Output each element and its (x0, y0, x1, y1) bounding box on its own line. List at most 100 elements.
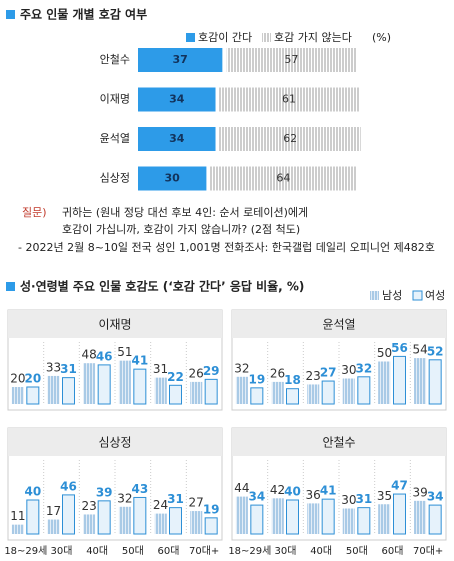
question-label: 질문) (22, 206, 47, 219)
bar (133, 496, 147, 535)
value-label: 29 (203, 364, 220, 378)
value-label: 27 (189, 496, 204, 510)
panel-header (232, 310, 446, 338)
bar (342, 378, 355, 404)
value-label: 22 (167, 370, 184, 384)
panel-title: 윤석열 (322, 318, 355, 332)
value-label: 23 (82, 499, 97, 513)
bar (154, 377, 167, 404)
bar (393, 493, 406, 535)
bar (307, 503, 320, 534)
value-label: 30 (341, 363, 356, 377)
value-label: 26 (189, 366, 204, 380)
bar (357, 507, 371, 535)
legend-label: 여성 (425, 289, 445, 302)
bar (83, 514, 96, 534)
bar (428, 359, 442, 405)
value-label: 34 (169, 93, 185, 106)
legend-label: 호감 가지 않는다 (274, 31, 352, 44)
bar (378, 361, 391, 404)
x-tick-label: 40대 (310, 545, 332, 557)
unit-label: (%) (372, 31, 391, 44)
value-label: 54 (413, 343, 428, 357)
bar (235, 376, 248, 404)
value-label: 31 (167, 492, 184, 506)
bar (138, 48, 223, 72)
value-label: 46 (60, 479, 77, 493)
x-tick-label: 70대+ (189, 545, 219, 557)
bar (133, 368, 147, 405)
legend-swatch (262, 33, 271, 42)
bar (11, 524, 24, 534)
value-label: 41 (320, 484, 337, 498)
title-icon (6, 10, 15, 19)
bar (342, 508, 355, 534)
bar (118, 506, 131, 534)
legend-label: 호감이 간다 (198, 31, 252, 44)
bar (26, 386, 40, 405)
bar (357, 376, 371, 405)
bar (138, 127, 216, 151)
x-tick-label: 70대+ (413, 545, 443, 557)
bar (47, 375, 60, 404)
value-label: 32 (117, 491, 132, 505)
bar (204, 517, 218, 535)
bar (271, 381, 284, 404)
bar (97, 500, 111, 535)
value-label: 34 (248, 490, 265, 504)
x-tick-label: 50대 (122, 545, 144, 557)
value-label: 40 (284, 485, 301, 499)
category-label: 심상정 (100, 172, 130, 185)
x-tick-label: 40대 (86, 545, 108, 557)
value-label: 24 (153, 498, 168, 512)
value-label: 43 (131, 482, 148, 496)
value-label: 46 (96, 349, 113, 363)
value-label: 31 (355, 492, 372, 506)
bar (138, 166, 207, 191)
value-label: 18 (284, 373, 301, 387)
bar (26, 499, 40, 535)
bar (307, 384, 320, 404)
chart-title: 주요 인물 개별 호감 여부 (20, 7, 147, 22)
bar (271, 498, 284, 534)
value-label: 19 (203, 502, 220, 516)
value-label: 36 (306, 488, 321, 502)
bar (428, 504, 442, 535)
bar (321, 498, 335, 535)
value-label: 42 (270, 483, 285, 497)
value-label: 62 (283, 132, 297, 145)
bar (204, 378, 218, 405)
panel-title: 안철수 (322, 436, 355, 450)
value-label: 40 (24, 485, 41, 499)
bar (138, 87, 216, 112)
legend-label: 남성 (382, 289, 402, 302)
value-label: 32 (234, 361, 249, 375)
bar (219, 127, 361, 151)
value-label: 11 (10, 509, 25, 523)
value-label: 61 (282, 93, 296, 106)
bar (393, 355, 406, 405)
value-label: 19 (248, 372, 265, 386)
value-label: 47 (391, 479, 408, 493)
panel-header (232, 428, 446, 456)
x-tick-label: 60대 (158, 545, 180, 557)
bar (250, 387, 264, 405)
value-label: 33 (46, 360, 61, 374)
value-label: 50 (377, 346, 392, 360)
value-label: 56 (391, 341, 408, 355)
category-label: 이재명 (100, 93, 130, 106)
value-label: 51 (117, 345, 132, 359)
bar (11, 387, 24, 404)
bar (414, 358, 427, 404)
bar (97, 364, 111, 405)
value-label: 48 (82, 348, 97, 362)
bar (286, 388, 299, 405)
bar (210, 166, 357, 191)
bar (226, 48, 357, 72)
title-icon (6, 282, 15, 291)
bar (414, 500, 427, 534)
x-tick-label: 50대 (346, 545, 368, 557)
bar (321, 380, 335, 405)
x-tick-label: 30대 (51, 545, 73, 557)
value-label: 52 (427, 344, 444, 358)
